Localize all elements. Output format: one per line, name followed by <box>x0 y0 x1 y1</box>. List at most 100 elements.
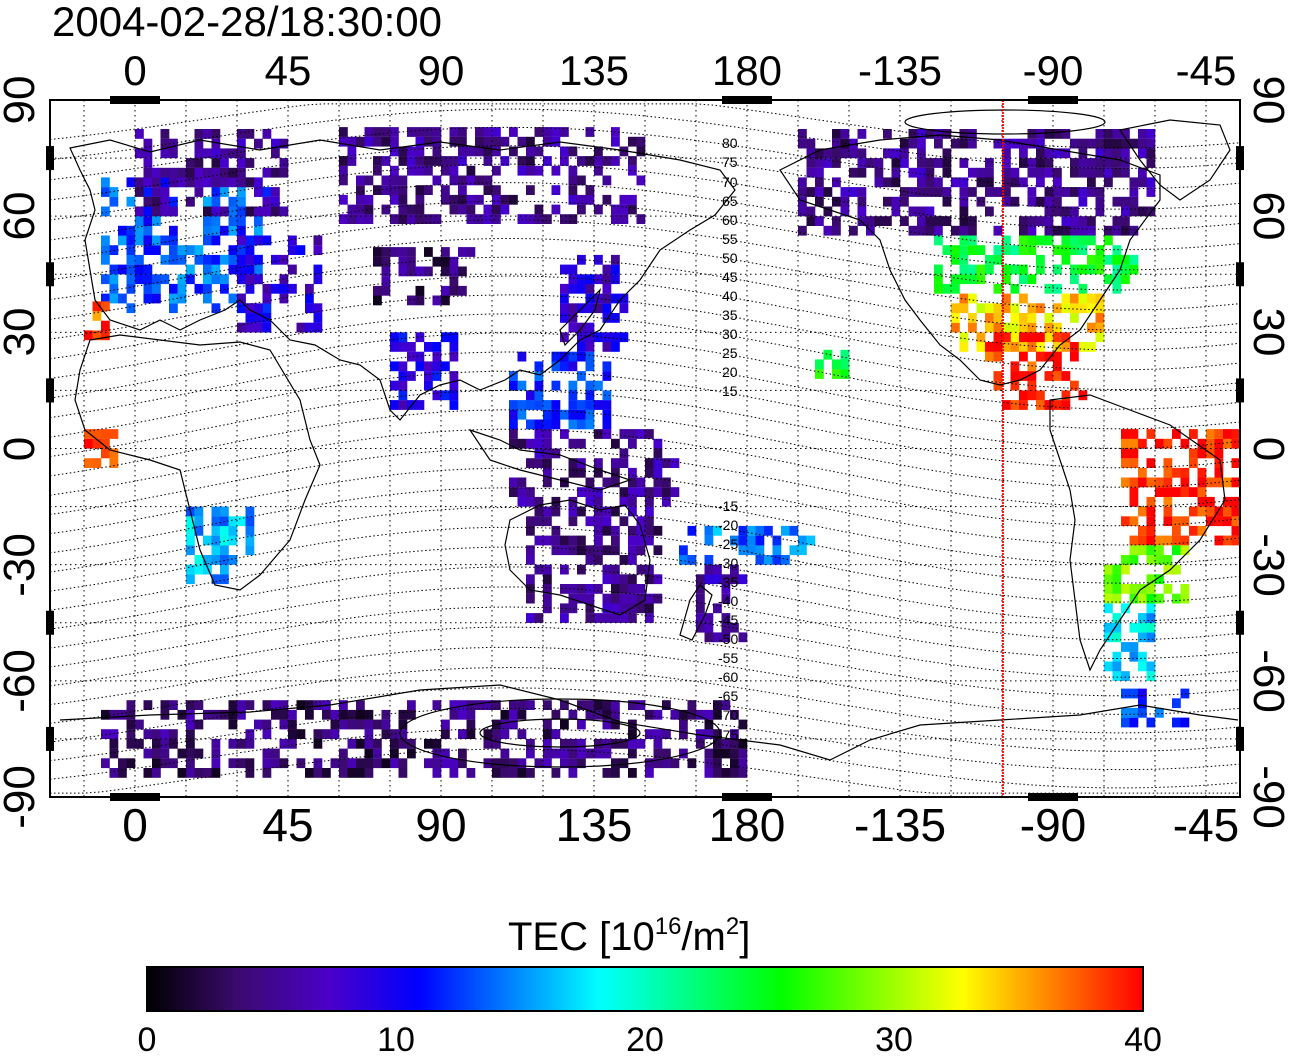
tec-cell <box>619 593 629 604</box>
tec-cell <box>1112 613 1122 623</box>
tec-cell <box>713 758 722 769</box>
tec-cell <box>577 194 586 205</box>
tec-cell <box>713 748 722 759</box>
tec-cell <box>526 487 535 497</box>
tec-cell <box>832 369 841 379</box>
tec-cell <box>866 158 875 168</box>
tec-cell <box>908 129 918 139</box>
tec-cell <box>407 256 416 267</box>
tec-cell <box>322 709 331 720</box>
tec-cell <box>1010 283 1020 294</box>
tec-cell <box>585 516 595 527</box>
tec-cell <box>194 564 204 575</box>
tec-cell <box>347 758 357 769</box>
tec-cell <box>730 535 739 546</box>
tec-cell <box>407 351 416 362</box>
tec-cell <box>602 516 612 527</box>
tec-cell <box>602 274 612 285</box>
tec-cell <box>211 545 221 556</box>
tec-cell <box>109 729 119 739</box>
top-tick-label: 90 <box>417 47 465 94</box>
colorbar-tick-label: 40 <box>1124 1021 1162 1059</box>
tec-cell <box>1019 351 1028 362</box>
tec-cell <box>968 235 977 246</box>
tec-cell <box>585 409 595 420</box>
tec-cell <box>186 748 195 759</box>
tec-cell <box>390 247 399 257</box>
tec-cell <box>1027 158 1037 168</box>
tec-cell <box>951 138 960 149</box>
tec-cell <box>951 283 960 294</box>
tec-cell <box>934 187 943 197</box>
tec-cell <box>1044 206 1054 217</box>
tec-cell <box>738 758 748 769</box>
tec-cell <box>262 768 272 778</box>
tec-cell <box>704 768 714 778</box>
tec-cell <box>194 158 204 168</box>
frame-tick-left <box>46 726 54 751</box>
tec-cell <box>492 146 501 157</box>
tec-cell <box>1121 138 1130 149</box>
tec-cell <box>347 214 357 224</box>
tec-cell <box>619 204 629 215</box>
tec-cell <box>585 487 595 497</box>
tec-cell <box>662 477 671 488</box>
tec-cell <box>1189 525 1198 536</box>
tec-cell <box>798 535 807 546</box>
tec-cell <box>203 293 212 304</box>
tec-cell <box>466 214 476 224</box>
tec-cell <box>704 632 714 643</box>
tec-cell <box>1206 506 1215 517</box>
tec-cell <box>560 748 569 759</box>
tec-cell <box>381 136 391 147</box>
tec-cell <box>1180 593 1190 604</box>
tec-cell <box>186 768 195 778</box>
tec-cell <box>101 709 110 720</box>
tec-cell <box>602 361 612 372</box>
tec-cell <box>1104 661 1113 672</box>
tec-cell <box>432 156 442 166</box>
tec-cell <box>543 748 552 759</box>
tec-cell <box>806 138 816 149</box>
tec-cell <box>186 574 195 585</box>
tec-cell <box>398 342 408 352</box>
tec-cell <box>653 487 663 497</box>
tec-cell <box>653 458 663 468</box>
tec-cell <box>143 158 153 168</box>
tec-cell <box>237 129 246 139</box>
tec-cell <box>1070 245 1079 255</box>
tec-cell <box>424 165 433 176</box>
tec-cell <box>602 156 612 166</box>
tec-cell <box>364 758 374 769</box>
tec-cell <box>194 719 204 730</box>
tec-cell <box>466 175 476 186</box>
tec-cell <box>1180 584 1190 594</box>
tec-cell <box>517 351 527 362</box>
tec-cell <box>1061 216 1071 226</box>
tec-cell <box>602 419 612 430</box>
tec-cell <box>832 216 841 226</box>
tec-cell <box>993 303 1003 314</box>
tec-cell <box>721 574 731 585</box>
coastline-south-america <box>1049 394 1226 672</box>
tec-cell <box>398 332 408 343</box>
tec-cell <box>993 332 1003 343</box>
tec-cell <box>1121 225 1130 236</box>
tec-cell <box>594 429 603 439</box>
tec-cell <box>1036 216 1045 226</box>
tec-cell <box>959 196 969 207</box>
tec-cell <box>543 458 552 468</box>
tec-cell <box>951 254 960 265</box>
contour-line <box>50 351 1240 430</box>
tec-cell <box>934 225 943 236</box>
contour-line <box>50 566 1240 641</box>
tec-cell <box>500 748 510 759</box>
tec-cell <box>1146 458 1156 468</box>
tec-cell <box>1138 506 1147 517</box>
tec-cell <box>101 177 110 188</box>
contour-line <box>50 182 1240 251</box>
tec-cell <box>220 167 229 178</box>
tec-cell <box>942 196 952 207</box>
tec-cell <box>730 768 739 778</box>
tec-cell <box>203 274 212 285</box>
